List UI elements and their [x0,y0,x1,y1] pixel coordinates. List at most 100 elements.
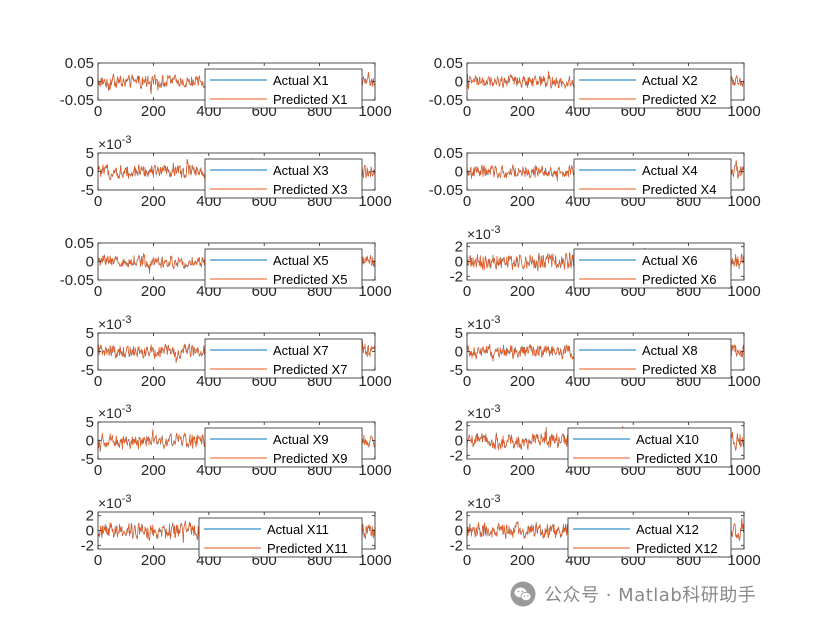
y-exponent-label: ×10-3 [98,314,132,332]
legend-box [204,158,363,199]
y-tick-label: -2 [450,268,463,285]
y-tick-label: -2 [81,537,94,554]
y-tick-label: 2 [455,418,463,435]
y-tick-label: 5 [455,325,463,342]
x-tick-label: 200 [510,283,535,300]
y-exponent-label: ×10-3 [467,224,501,242]
y-tick-label: -5 [81,451,94,468]
legend-box [204,338,363,379]
y-exponent-label: ×10-3 [98,134,132,152]
y-exponent-label: ×10-3 [467,493,501,511]
y-tick-label: 0 [455,254,463,271]
y-tick-label: 0 [86,344,94,361]
legend-label-actual: Actual X10 [636,432,699,447]
legend-label-actual: Actual X1 [273,73,329,88]
legend-label-actual: Actual X4 [642,163,698,178]
legend-label-actual: Actual X11 [267,522,329,537]
legend: Actual X5 Predicted X5 [204,248,363,289]
x-tick-label: 1000 [727,552,760,569]
legend: Actual X3 Predicted X3 [204,158,363,199]
legend-label-actual: Actual X5 [273,253,329,268]
watermark: 公众号 · Matlab科研助手 [510,580,810,608]
x-tick-label: 1000 [358,103,391,120]
x-tick-label: 200 [141,462,166,479]
x-tick-label: 1000 [358,373,391,390]
legend-label-predicted: Predicted X1 [273,92,347,107]
y-tick-label: 5 [86,414,94,431]
y-tick-label: 0 [455,74,463,91]
legend-box [198,517,363,558]
legend-label-actual: Actual X7 [273,343,329,358]
legend: Actual X10 Predicted X10 [567,427,732,468]
legend: Actual X8 Predicted X8 [573,338,732,379]
y-tick-label: -0.05 [60,92,94,109]
y-tick-label: -5 [450,362,463,379]
x-tick-label: 1000 [358,283,391,300]
legend-label-actual: Actual X8 [642,343,698,358]
x-tick-label: 0 [94,373,102,390]
x-tick-label: 1000 [727,373,760,390]
x-tick-label: 0 [463,462,471,479]
legend-box [204,248,363,289]
y-tick-label: 0.05 [65,55,94,72]
y-tick-label: 0 [455,164,463,181]
y-tick-label: -0.05 [429,182,463,199]
y-tick-label: 2 [455,508,463,525]
legend-label-predicted: Predicted X6 [642,272,716,287]
y-tick-label: 2 [86,508,94,525]
x-tick-label: 200 [141,552,166,569]
x-tick-label: 0 [463,283,471,300]
x-tick-label: 200 [510,462,535,479]
legend-label-predicted: Predicted X9 [273,451,347,466]
x-tick-label: 0 [94,193,102,210]
legend: Actual X2 Predicted X2 [573,68,732,109]
x-tick-label: 200 [510,193,535,210]
legend-box [204,68,363,109]
legend: Actual X12 Predicted X12 [567,517,732,558]
x-tick-label: 0 [94,103,102,120]
y-tick-label: 0 [86,254,94,271]
y-tick-label: 0 [86,523,94,540]
x-tick-label: 1000 [727,462,760,479]
y-tick-label: -0.05 [429,92,463,109]
y-tick-label: 5 [86,145,94,162]
legend-label-actual: Actual X6 [642,253,698,268]
x-tick-label: 200 [141,283,166,300]
y-tick-label: -2 [450,447,463,464]
legend-label-actual: Actual X12 [636,522,699,537]
legend: Actual X6 Predicted X6 [573,248,732,289]
x-tick-label: 0 [463,373,471,390]
legend-label-actual: Actual X9 [273,432,329,447]
y-tick-label: 0 [86,74,94,91]
x-tick-label: 0 [463,103,471,120]
legend-label-predicted: Predicted X7 [273,362,347,377]
legend-box [573,158,732,199]
x-tick-label: 0 [94,552,102,569]
legend-label-predicted: Predicted X11 [267,541,348,556]
legend-label-actual: Actual X2 [642,73,698,88]
legend: Actual X9 Predicted X9 [204,427,363,468]
x-tick-label: 1000 [358,552,391,569]
legend-label-predicted: Predicted X10 [636,451,718,466]
legend-label-predicted: Predicted X8 [642,362,716,377]
watermark-text: 公众号 · Matlab科研助手 [544,585,757,606]
y-tick-label: -5 [81,182,94,199]
y-tick-label: -2 [450,537,463,554]
legend-box [204,427,363,468]
x-tick-label: 200 [141,193,166,210]
x-tick-label: 0 [463,193,471,210]
legend: Actual X11 Predicted X11 [198,517,363,558]
y-tick-label: 0 [455,523,463,540]
x-tick-label: 200 [141,103,166,120]
y-exponent-label: ×10-3 [98,493,132,511]
x-tick-label: 1000 [727,103,760,120]
legend-label-actual: Actual X3 [273,163,329,178]
legend-box [573,68,732,109]
